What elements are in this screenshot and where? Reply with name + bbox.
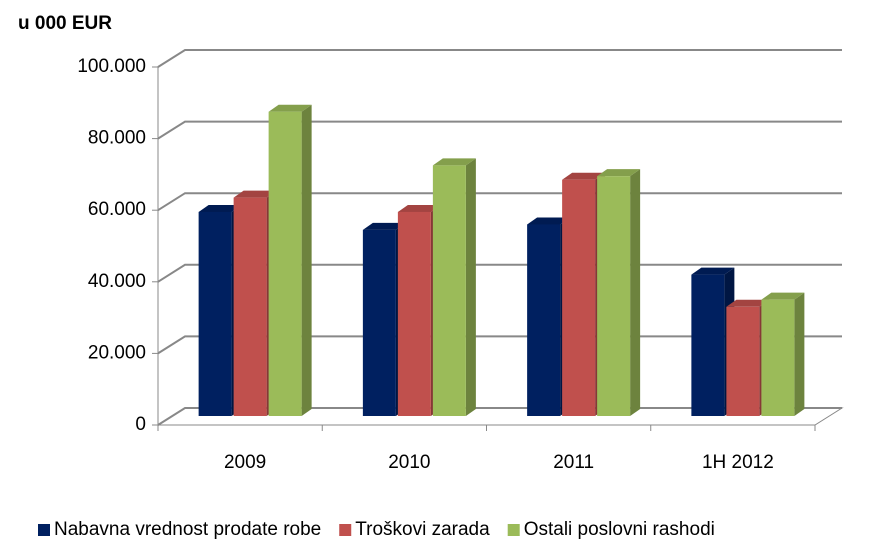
bar <box>761 292 805 416</box>
grid-line <box>157 120 842 140</box>
bar-top <box>397 204 441 212</box>
chart-title: u 000 EUR <box>18 13 112 34</box>
bar-top <box>527 217 571 225</box>
bar-front <box>562 179 596 416</box>
legend-swatch <box>339 524 352 536</box>
bar-top <box>268 104 312 112</box>
bar-front <box>691 274 725 416</box>
bar-top <box>233 190 277 198</box>
y-tick-label: 0 <box>135 414 146 435</box>
bar-top <box>726 299 770 307</box>
bar-front <box>761 299 795 416</box>
x-tick-label: 2011 <box>553 452 594 473</box>
x-tick-label: 2009 <box>224 452 266 473</box>
bar-front <box>362 229 396 416</box>
bar-front <box>726 306 760 416</box>
bar-side <box>465 158 476 416</box>
bar-top <box>562 172 606 180</box>
y-tick-label: 80.000 <box>88 128 146 149</box>
bar <box>268 104 312 416</box>
y-tick-label: 40.000 <box>88 271 146 292</box>
bar-top <box>198 204 242 212</box>
bar-side <box>794 292 805 416</box>
bar-front <box>432 165 466 416</box>
legend-swatch <box>507 524 520 536</box>
bar-side <box>630 169 641 416</box>
legend-label: Nabavna vrednost prodate robe <box>54 519 321 540</box>
legend-swatch <box>38 524 50 536</box>
bar-top <box>597 169 641 177</box>
x-tick-label: 2010 <box>388 452 430 473</box>
bar-front <box>397 211 431 416</box>
legend-label: Troškovi zarada <box>355 519 490 540</box>
bar <box>432 158 476 416</box>
bar-top <box>362 222 406 230</box>
y-tick-label: 20.000 <box>88 342 146 363</box>
y-tick-label: 60.000 <box>88 199 146 220</box>
bar-top <box>691 267 735 275</box>
grid-line <box>157 49 842 68</box>
bar <box>597 169 641 416</box>
x-tick-label: 1H 2012 <box>702 452 774 473</box>
bar-side <box>301 104 312 416</box>
y-tick-label: 100.000 <box>77 56 146 77</box>
bar-top <box>432 158 476 166</box>
bar-front <box>527 224 561 416</box>
bar-front <box>198 211 232 416</box>
bar-top <box>761 292 805 300</box>
bar-front <box>597 176 631 416</box>
bar-front <box>268 111 302 416</box>
legend-label: Ostali poslovni rashodi <box>524 519 715 540</box>
bar-front <box>233 197 267 416</box>
